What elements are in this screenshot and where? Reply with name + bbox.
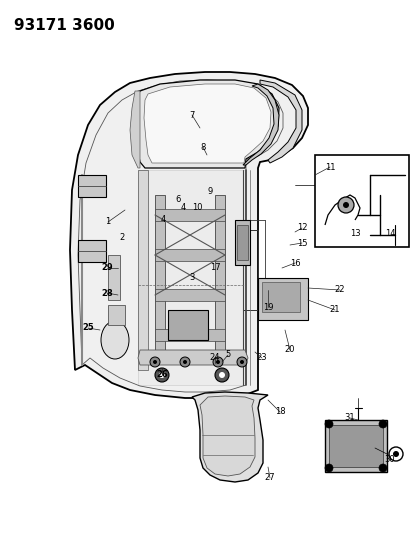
Text: 7: 7	[189, 110, 194, 119]
Circle shape	[183, 360, 187, 364]
Text: 19: 19	[262, 303, 273, 311]
Text: 4: 4	[160, 215, 165, 224]
Text: 27: 27	[264, 473, 275, 482]
Polygon shape	[108, 255, 120, 300]
Circle shape	[153, 360, 157, 364]
Polygon shape	[138, 350, 247, 365]
Text: 3: 3	[189, 272, 194, 281]
Text: 93171 3600: 93171 3600	[14, 18, 114, 33]
Bar	[328, 425, 382, 467]
Bar	[154, 249, 224, 261]
Circle shape	[154, 368, 169, 382]
Text: 24: 24	[209, 353, 220, 362]
Bar	[78, 240, 106, 262]
Text: 18: 18	[274, 408, 285, 416]
Polygon shape	[138, 170, 147, 370]
Text: 25: 25	[82, 324, 94, 333]
Text: 16: 16	[289, 259, 299, 268]
Bar	[154, 289, 224, 301]
Bar	[78, 175, 106, 197]
Polygon shape	[236, 225, 247, 260]
Text: 31: 31	[344, 414, 354, 423]
Polygon shape	[108, 305, 125, 325]
Polygon shape	[138, 170, 244, 385]
Polygon shape	[192, 392, 267, 482]
Polygon shape	[70, 72, 307, 398]
Bar	[154, 329, 224, 341]
Polygon shape	[144, 84, 271, 163]
Text: 1: 1	[105, 217, 110, 227]
Polygon shape	[235, 220, 249, 265]
Text: 17: 17	[209, 262, 220, 271]
Text: 5: 5	[225, 351, 230, 359]
Bar	[261, 282, 299, 312]
Circle shape	[216, 360, 219, 364]
Bar	[257, 278, 307, 320]
Circle shape	[342, 202, 348, 208]
Text: 10: 10	[191, 203, 202, 212]
Polygon shape	[199, 396, 254, 476]
Text: 6: 6	[175, 196, 180, 205]
Circle shape	[378, 464, 386, 472]
Text: 12: 12	[296, 223, 306, 232]
Bar	[314, 155, 408, 247]
Bar	[168, 310, 207, 340]
Circle shape	[218, 372, 224, 378]
Polygon shape	[130, 91, 140, 168]
Circle shape	[150, 357, 159, 367]
Text: 4: 4	[180, 203, 185, 212]
Text: 30: 30	[384, 456, 394, 464]
Polygon shape	[259, 80, 301, 163]
Text: 28: 28	[101, 288, 112, 297]
Text: 2: 2	[119, 232, 124, 241]
Text: 11: 11	[324, 163, 335, 172]
Text: 14: 14	[384, 229, 394, 238]
Circle shape	[324, 420, 332, 428]
Text: 29: 29	[101, 263, 112, 272]
Bar	[154, 209, 224, 221]
Polygon shape	[135, 80, 278, 168]
Circle shape	[214, 368, 228, 382]
Polygon shape	[214, 195, 224, 355]
Circle shape	[180, 357, 190, 367]
Circle shape	[324, 464, 332, 472]
Text: 8: 8	[200, 142, 205, 151]
Text: 9: 9	[207, 188, 212, 197]
Text: 15: 15	[296, 238, 306, 247]
Bar	[324, 420, 386, 472]
Ellipse shape	[101, 321, 129, 359]
Text: 13: 13	[349, 229, 359, 238]
Circle shape	[212, 357, 223, 367]
Text: 26: 26	[156, 370, 167, 379]
Polygon shape	[242, 84, 278, 165]
Text: 23: 23	[256, 353, 267, 362]
Circle shape	[392, 451, 398, 457]
Circle shape	[240, 360, 243, 364]
Polygon shape	[154, 195, 165, 355]
Circle shape	[337, 197, 353, 213]
Circle shape	[236, 357, 247, 367]
Circle shape	[159, 372, 165, 378]
Text: 21: 21	[329, 305, 339, 314]
Text: 20: 20	[284, 345, 294, 354]
Text: 22: 22	[334, 286, 344, 295]
Circle shape	[378, 420, 386, 428]
